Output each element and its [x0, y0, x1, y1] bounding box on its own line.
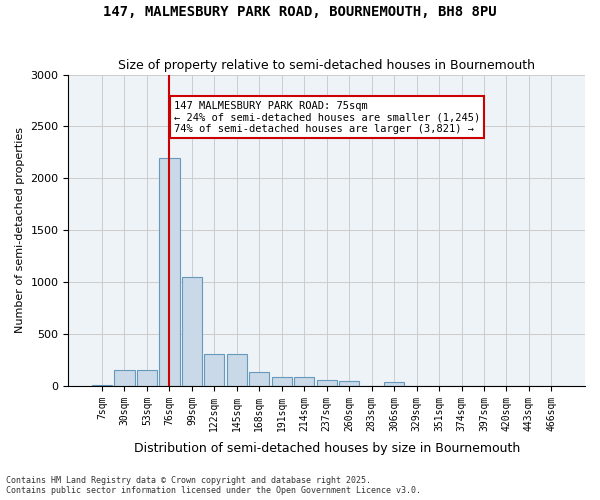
- Bar: [249, 372, 269, 386]
- Bar: [317, 380, 337, 386]
- Text: 147, MALMESBURY PARK ROAD, BOURNEMOUTH, BH8 8PU: 147, MALMESBURY PARK ROAD, BOURNEMOUTH, …: [103, 5, 497, 19]
- Bar: [272, 376, 292, 386]
- Y-axis label: Number of semi-detached properties: Number of semi-detached properties: [15, 127, 25, 333]
- X-axis label: Distribution of semi-detached houses by size in Bournemouth: Distribution of semi-detached houses by …: [134, 442, 520, 455]
- Bar: [227, 354, 247, 386]
- Bar: [294, 376, 314, 386]
- Bar: [384, 382, 404, 386]
- Bar: [159, 158, 179, 386]
- Title: Size of property relative to semi-detached houses in Bournemouth: Size of property relative to semi-detach…: [118, 59, 535, 72]
- Text: 147 MALMESBURY PARK ROAD: 75sqm
← 24% of semi-detached houses are smaller (1,245: 147 MALMESBURY PARK ROAD: 75sqm ← 24% of…: [174, 100, 480, 134]
- Text: Contains HM Land Registry data © Crown copyright and database right 2025.
Contai: Contains HM Land Registry data © Crown c…: [6, 476, 421, 495]
- Bar: [204, 354, 224, 386]
- Bar: [339, 380, 359, 386]
- Bar: [137, 370, 157, 386]
- Bar: [115, 370, 134, 386]
- Bar: [92, 385, 112, 386]
- Bar: [182, 277, 202, 386]
